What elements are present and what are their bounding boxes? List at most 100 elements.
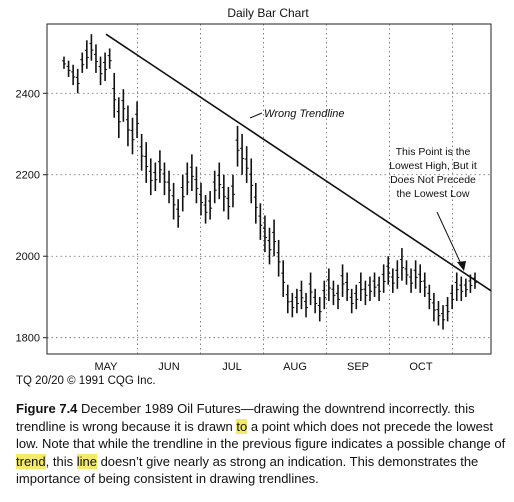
- price-bar: [322, 280, 327, 310]
- price-bar: [372, 272, 377, 297]
- price-bar: [294, 288, 299, 314]
- price-bar: [98, 56, 103, 86]
- price-bar: [208, 191, 213, 220]
- daily-bar-chart: Daily Bar Chart 1800 2000 2200 2400 MAY JUN J…: [16, 6, 492, 373]
- price-bar: [75, 68, 80, 94]
- price-bar: [304, 292, 309, 318]
- price-bar: [180, 174, 185, 212]
- price-bar: [167, 170, 172, 204]
- price-bar: [354, 284, 359, 310]
- price-bar: [459, 276, 464, 302]
- price-bar: [331, 280, 336, 306]
- caption-text-2: a point which does not precede the lowes…: [16, 418, 506, 452]
- price-bar: [358, 272, 363, 302]
- price-bar: [413, 260, 418, 289]
- annotation-arrow: [436, 211, 463, 267]
- price-bar: [367, 276, 372, 302]
- x-tick-label-aug: AUG: [283, 361, 307, 373]
- caption-text-1: December 1989 Oil Futures—drawing the do…: [16, 401, 475, 434]
- price-bar: [212, 170, 217, 204]
- price-bar: [107, 48, 112, 69]
- price-bar: [148, 158, 153, 196]
- caption-highlight-line: line: [76, 453, 97, 469]
- x-tick-label-jul: JUL: [222, 361, 242, 373]
- price-bar: [418, 264, 423, 293]
- price-bar: [308, 272, 313, 306]
- price-bar: [153, 162, 158, 192]
- price-bar: [221, 174, 226, 212]
- chart-credit: TQ 20/20 © 1991 CQG Inc.: [16, 375, 156, 387]
- price-bar: [185, 162, 190, 196]
- price-bar: [116, 97, 121, 139]
- annotation: This Point is the Lowest High, But it Does…: [389, 146, 477, 271]
- price-bar: [363, 280, 368, 306]
- y-tick-label: 2400: [16, 88, 40, 100]
- y-tick-label: 1800: [16, 333, 40, 345]
- annotation-line: This Point is the: [396, 146, 471, 158]
- y-tick-label: 2200: [16, 170, 40, 182]
- price-bar: [262, 215, 267, 253]
- price-bar: [121, 89, 126, 122]
- price-bar: [80, 52, 85, 73]
- price-bar: [71, 64, 76, 86]
- price-bar: [281, 260, 286, 297]
- price-bar: [253, 182, 258, 224]
- trendline-line: [105, 33, 492, 292]
- x-tick-label-oct: OCT: [409, 361, 433, 373]
- price-bars: [62, 34, 477, 330]
- x-tick-label-sep: SEP: [347, 361, 369, 373]
- price-bar: [249, 158, 254, 204]
- price-bar: [276, 239, 281, 277]
- price-bar: [345, 272, 350, 302]
- price-bar: [336, 284, 340, 310]
- figure-label: Figure 7.4: [16, 401, 78, 416]
- caption-highlight-to: to: [236, 418, 248, 434]
- price-bar: [409, 268, 414, 293]
- price-bar: [189, 154, 194, 192]
- price-bar: [399, 248, 404, 281]
- price-bar: [290, 292, 295, 318]
- price-bar: [226, 186, 231, 220]
- trendline-pointer: [249, 112, 263, 119]
- price-bar: [199, 182, 203, 216]
- annotation-line: Lowest High, But it: [389, 160, 477, 172]
- y-tick-label: 2000: [16, 251, 40, 263]
- price-bar: [422, 272, 427, 297]
- price-bar: [454, 272, 459, 302]
- x-axis: MAY JUN JUL AUG SEP OCT: [94, 361, 432, 373]
- price-bar: [66, 60, 71, 77]
- price-bar: [272, 219, 277, 257]
- x-tick-label-jun: JUN: [158, 361, 179, 373]
- price-bar: [162, 162, 167, 196]
- price-bar: [84, 40, 89, 69]
- price-bar: [235, 125, 240, 167]
- y-axis: 1800 2000 2200 2400: [16, 88, 47, 345]
- x-tick-label-may: MAY: [94, 361, 118, 373]
- caption-text-3: , this: [45, 453, 77, 469]
- wrong-trendline: Wrong Trendline: [105, 33, 492, 292]
- price-bar: [349, 288, 354, 314]
- price-bar: [89, 34, 94, 61]
- price-bar: [395, 260, 400, 289]
- price-bar: [463, 278, 468, 297]
- price-bar: [445, 296, 450, 322]
- price-bar: [203, 195, 208, 224]
- annotation-line: Does Not Precede: [390, 174, 476, 186]
- price-bar: [230, 174, 235, 208]
- price-bar: [313, 288, 318, 314]
- annotation-arrowhead: [457, 261, 466, 271]
- price-bar: [244, 146, 249, 183]
- price-bar: [139, 134, 144, 171]
- figure-caption: Figure 7.4 December 1989 Oil Futures—dra…: [16, 400, 508, 488]
- price-bar: [404, 260, 409, 285]
- price-bar: [135, 101, 140, 139]
- price-bar: [431, 292, 436, 322]
- chart-title: Daily Bar Chart: [227, 6, 309, 20]
- price-bar: [103, 52, 108, 82]
- price-bar: [267, 227, 272, 265]
- price-bar: [285, 284, 290, 314]
- price-bar: [157, 150, 162, 183]
- price-bar: [326, 268, 331, 302]
- price-bar: [93, 44, 98, 73]
- price-bar: [258, 203, 263, 240]
